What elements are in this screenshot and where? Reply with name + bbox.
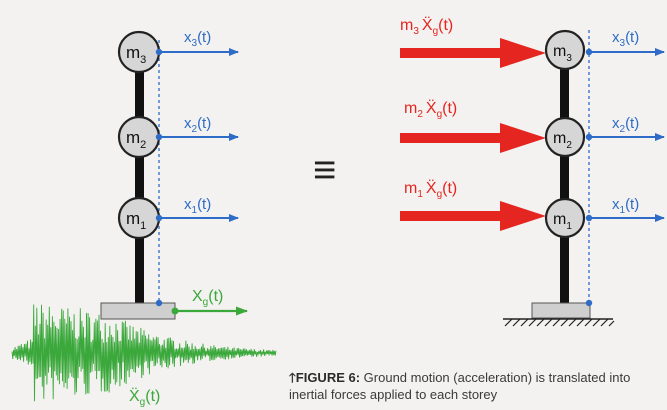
left-base-plate xyxy=(100,302,176,320)
right-disp-label-3: x3(t) xyxy=(612,29,639,49)
ground-accelerogram xyxy=(11,304,277,402)
left-mass-3: m3 xyxy=(117,30,161,74)
right-mass-3: m3 xyxy=(544,29,586,71)
left-node-1 xyxy=(155,214,163,222)
svg-text:m2: m2 xyxy=(553,130,572,151)
left-node-2 xyxy=(155,133,163,141)
right-column xyxy=(560,55,569,305)
inertial-force-arrow-3 xyxy=(400,38,546,68)
ground-node xyxy=(171,307,179,315)
svg-text:m1: m1 xyxy=(553,211,572,232)
left-base-node xyxy=(155,299,163,307)
right-disp-label-2: x2(t) xyxy=(612,115,639,135)
right-base-node xyxy=(585,299,593,307)
left-mass-2: m2 xyxy=(117,115,161,159)
right-model: m3 Ẍg(t) m2 Ẍg(t) m1 Ẍg(t) m3 m2 m1 x3(t) x… xyxy=(400,16,665,327)
svg-text:m3: m3 xyxy=(553,43,572,64)
svg-text:m3: m3 xyxy=(126,43,146,66)
left-disp-label-3: x3(t) xyxy=(184,29,211,49)
left-node-3 xyxy=(155,48,163,56)
right-node-3 xyxy=(585,48,593,56)
right-disp-label-1: x1(t) xyxy=(612,196,639,216)
equivalence-symbol: ≡ xyxy=(313,148,336,192)
right-base-plate xyxy=(531,302,591,319)
left-disp-label-2: x2(t) xyxy=(184,115,211,135)
inertial-force-label-2: m2 Ẍg(t) xyxy=(404,99,457,120)
right-mass-2: m2 xyxy=(544,116,586,158)
up-arrow-icon: 🡑 xyxy=(289,370,296,385)
caption-figure-number: FIGURE 6: xyxy=(295,370,361,385)
left-model: m3 x3(t) m2 x2(t) m1 x1(t) Xg(t) Ẍg(t) xyxy=(11,29,277,408)
left-disp-label-1: x1(t) xyxy=(184,196,211,216)
figure-caption: 🡑FIGURE 6: Ground motion (acceleration) … xyxy=(289,369,665,403)
inertial-force-arrow-1 xyxy=(400,201,546,231)
ground-hatching xyxy=(504,318,615,327)
right-node-1 xyxy=(585,214,593,222)
inertial-force-arrow-2 xyxy=(400,123,546,153)
caption-text: Ground motion (acceleration) is translat… xyxy=(289,370,631,402)
left-mass-1: m1 xyxy=(117,196,161,240)
right-node-2 xyxy=(585,133,593,141)
left-column xyxy=(135,55,144,305)
svg-text:m2: m2 xyxy=(126,128,146,151)
svg-text:m1: m1 xyxy=(126,209,146,232)
ground-accel-label: Ẍg(t) xyxy=(129,387,160,408)
inertial-force-label-3: m3 Ẍg(t) xyxy=(400,16,453,37)
inertial-force-label-1: m1 Ẍg(t) xyxy=(404,179,457,200)
right-mass-1: m1 xyxy=(544,197,586,239)
ground-disp-label: Xg(t) xyxy=(192,288,223,308)
